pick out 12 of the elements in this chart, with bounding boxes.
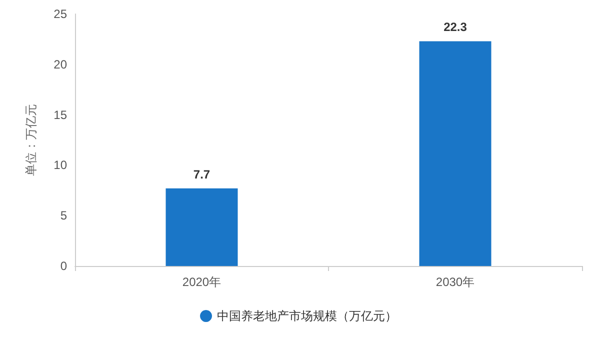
x-tick-label: 2030年 — [436, 275, 475, 289]
y-tick-label: 20 — [54, 57, 68, 72]
y-tick-label: 5 — [60, 208, 68, 223]
y-axis-title: 单位：万亿元 — [24, 104, 38, 176]
y-tick-label: 10 — [54, 158, 68, 172]
y-tick-label: 25 — [54, 7, 68, 21]
data-label: 22.3 — [444, 20, 468, 34]
legend-label: 中国养老地产市场规模（万亿元） — [217, 309, 397, 323]
y-tick-label: 15 — [54, 108, 68, 122]
y-tick-label: 0 — [60, 259, 68, 273]
x-tick-label: 2020年 — [182, 275, 222, 289]
data-label: 7.7 — [193, 167, 210, 182]
